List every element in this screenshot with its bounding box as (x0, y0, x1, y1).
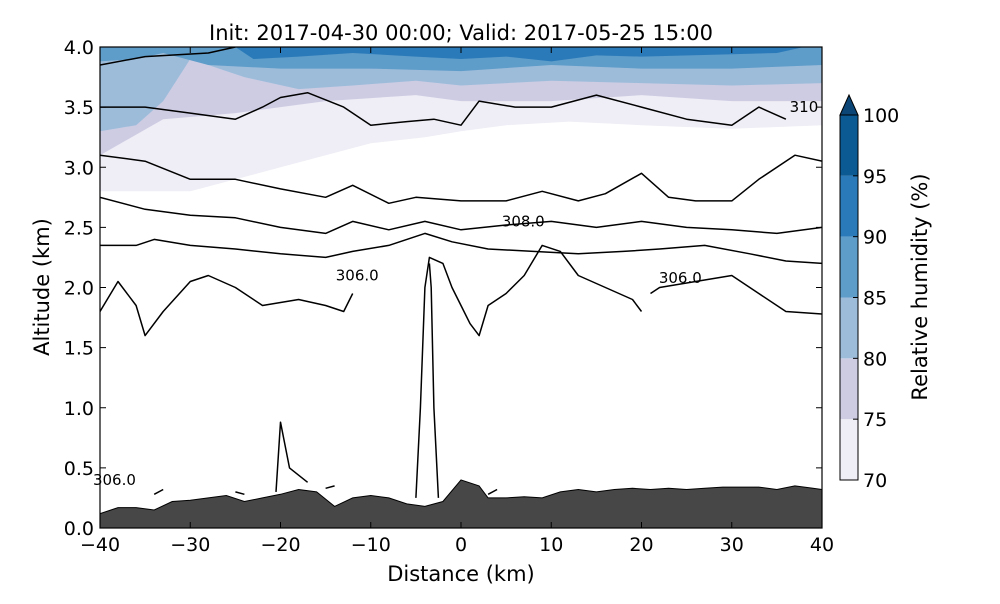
theta-contour-terrain-trace (487, 488, 498, 495)
y-tick-label: 3.5 (64, 97, 94, 119)
x-tick-label: 20 (629, 534, 653, 556)
chart-title: Init: 2017-04-30 00:00; Valid: 2017-05-2… (209, 21, 713, 45)
plot-area: 306.0 306.0 308.0 306.0 310 (93, 47, 822, 528)
theta-contour-308.0 (100, 154, 822, 205)
theta-contour-terrain-trace (153, 488, 164, 495)
axes: −40 −30 −20 −10 0 10 20 30 400.00.51.01.52.02.53… (64, 37, 834, 556)
x-tick-label: 10 (539, 534, 563, 556)
contour-label: 308.0 (502, 212, 545, 230)
x-tick-label: 0 (455, 534, 467, 556)
colorbar: 70 75 80 85 90 95 100 (839, 93, 899, 492)
colorbar-tick-label: 80 (863, 348, 887, 370)
theta-contour-306.0 (428, 263, 440, 498)
rh-fill-90 (235, 47, 804, 62)
theta-contour-terrain-trace (235, 491, 245, 496)
colorbar-extend-arrow (839, 93, 859, 116)
colorbar-tick-label: 100 (863, 105, 899, 127)
colorbar-tick-label: 75 (863, 409, 887, 431)
y-tick-label: 0.5 (64, 458, 94, 480)
x-tick-label: −20 (260, 534, 300, 556)
x-tick-label: −10 (351, 534, 391, 556)
colorbar-band-70 (840, 419, 858, 480)
y-tick-label: 1.0 (64, 398, 94, 420)
colorbar-tick-label: 85 (863, 288, 887, 310)
theta-contour-310 (100, 47, 236, 66)
y-tick-label: 0.0 (64, 518, 94, 540)
theta-contour-terrain-trace (325, 485, 335, 490)
colorbar-tick-label: 95 (863, 166, 887, 188)
colorbar-tick-label: 70 (863, 470, 887, 492)
colorbar-tick-label: 90 (863, 227, 887, 249)
y-tick-label: 1.5 (64, 338, 94, 360)
colorbar-band-90 (840, 175, 858, 237)
theta-contour-308.0 (100, 196, 822, 235)
contour-label: 310 (790, 98, 819, 116)
terrain (100, 479, 822, 528)
x-axis-label: Distance (km) (387, 562, 535, 586)
colorbar-band-95 (840, 115, 858, 176)
theta-contour-306.0 (100, 274, 354, 337)
x-tick-label: 40 (810, 534, 834, 556)
colorbar-band-80 (840, 297, 858, 359)
theta-contour-306.0 (275, 421, 309, 492)
colorbar-band-85 (840, 236, 858, 298)
colorbar-band-75 (840, 358, 858, 420)
x-tick-label: −30 (170, 534, 210, 556)
y-tick-label: 2.0 (64, 278, 94, 300)
theta-contour-306.0 (415, 244, 643, 498)
x-tick-label: 30 (720, 534, 744, 556)
y-tick-label: 2.5 (64, 217, 94, 239)
y-axis-label: Altitude (km) (30, 218, 54, 356)
contour-label: 306.0 (93, 471, 136, 489)
theta-contour-306.0 (100, 232, 822, 265)
y-tick-label: 3.0 (64, 157, 94, 179)
x-tick-label: −40 (80, 534, 120, 556)
contour-label: 306.0 (336, 266, 379, 284)
colorbar-label: Relative humidity (%) (908, 173, 932, 400)
theta-contour-306.0 (650, 274, 822, 315)
contour-label: 306.0 (659, 269, 702, 287)
y-tick-label: 4.0 (64, 37, 94, 59)
theta-contour-310 (100, 91, 787, 126)
